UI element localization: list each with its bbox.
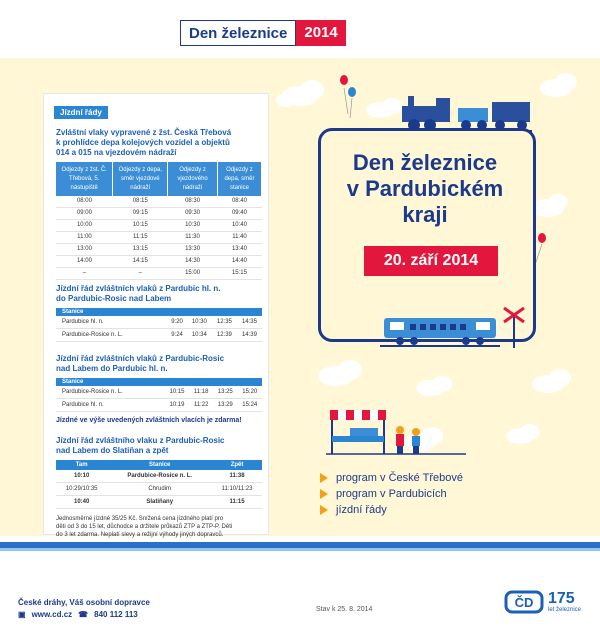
cloud-icon [318, 360, 362, 386]
balloon-icon [348, 87, 356, 119]
svg-text:ČD: ČD [515, 595, 534, 610]
table-row: 10:10 Pardubice-Rosice n. L. 11:38 [56, 470, 262, 483]
badge-year: 2014 [296, 20, 346, 46]
table-row: 09:00 09:15 09:30 09:40 [56, 207, 262, 220]
footer-web[interactable]: www.cd.cz [31, 610, 73, 619]
timetable-table: Odjezdy z žst. Č. Třebová, 5. nástupiště… [56, 162, 263, 280]
column-header: Odjezdy z vjezdového nádraží [167, 162, 218, 196]
program-item-timetables[interactable]: jízdní řády [320, 502, 463, 518]
logo-number: 175 [548, 590, 575, 607]
timetable-table: Pardubice hl. n. 9:20 10:30 12:35 14:35 Pard… [56, 316, 262, 342]
timetable-table: Tam Stanice Zpět 10:10 Pardubice-Rosice n… [56, 460, 262, 509]
phone-icon: ☎ [78, 610, 89, 619]
table-row: 13:00 13:15 13:30 13:40 [56, 243, 262, 256]
cloud-icon [416, 376, 452, 396]
section-heading: Jízdní řád zvláštního vlaku z Pardubic-R… [56, 436, 225, 445]
table-row: Pardubice-Rosice n. L. 9:24 10:34 12:39 14:3… [56, 328, 262, 342]
hero-title-line: kraji [402, 202, 448, 227]
timetable-panel: Jízdní řády Zvláštní vlaky vypravené z ž… [44, 94, 268, 538]
table-row: Pardubice hl. n. 9:20 10:30 12:35 14:35 [56, 316, 262, 329]
section-heading: do Pardubic-Rosic nad Labem [56, 294, 172, 303]
hero-title-line: v Pardubickém [346, 176, 504, 201]
free-fare-note: Jízdné ve výše uvedených zvláštních vlac… [56, 417, 242, 424]
cloud-icon [366, 98, 402, 118]
arrow-icon [320, 489, 328, 499]
program-item-ceska-trebova[interactable]: program v České Třebové [320, 470, 463, 486]
locomotive-icon [380, 318, 500, 347]
fare-note: do 3 let zdarma. Neplatí slevy a režijní… [56, 532, 224, 538]
table-row: – –15:00 15:15 [56, 267, 262, 280]
table-row: 10:00 10:15 10:30 10:40 [56, 219, 262, 232]
steam-train-icon [396, 96, 532, 132]
fare-note: děti od 3 do 15 let, důchodce a držitele… [56, 524, 233, 530]
cd-logo-icon: ČD [504, 590, 544, 614]
cloud-icon [532, 369, 571, 393]
hero-frame [318, 128, 536, 342]
web-icon: ▣ [18, 610, 26, 619]
child-icon [396, 426, 404, 454]
timetable-table: Pardubice-Rosice n. L. 10:15 11:18 13:25 15:… [56, 386, 262, 412]
table-row: 08:00 08:15 08:30 08:40 [56, 196, 262, 208]
program-list: program v České Třebové program v Pardub… [320, 470, 463, 518]
table-row: Pardubice-Rosice n. L. 10:15 11:18 13:25 15:… [56, 386, 262, 399]
logo-subtitle: let železnice [548, 607, 582, 613]
column-header: Odjezdy z depa, směr stanice [217, 162, 263, 196]
section-heading: Jízdní řád zvláštních vlaků z Pardubic h… [56, 284, 221, 293]
footer-contacts: ▣ www.cd.cz ☎ 840 112 113 [18, 610, 138, 619]
section-4: Jízdní řád zvláštního vlaku z Pardubic-R… [56, 436, 262, 539]
fare-note: Jednosměrné jízdné 35/25 Kč. Snížená cen… [56, 516, 224, 522]
section-3: Jízdní řád zvláštních vlaků z Pardubic-R… [56, 354, 262, 426]
cd-logo: ČD 175 let železnice [504, 588, 581, 616]
table-row: Pardubice hl. n. 10:19 11:22 13:29 15:24 [56, 398, 262, 412]
badge-title: Den železnice [180, 20, 297, 46]
hero-title: Den železnice v Pardubickém kraji [340, 150, 510, 228]
table-row: 10:40 Slatiňany 11:15 [56, 495, 262, 509]
section-heading: 014 a 015 na vjezdovém nádraží [56, 148, 177, 157]
footer-stripe-light [0, 548, 600, 551]
arrow-icon [320, 505, 328, 515]
table-bar: Stanice [56, 308, 262, 316]
footer-status-date: Stav k 25. 8. 2014 [316, 606, 373, 613]
table-row: 10:29/10:35 Chrudim 11:10/11:23 [56, 482, 262, 496]
market-stall-icon [326, 410, 466, 455]
railway-crossing-icon [503, 306, 525, 348]
column-header: Stanice [107, 460, 213, 470]
hero-title-line: Den železnice [352, 150, 498, 175]
timetable-tag: Jízdní řády [54, 106, 108, 119]
child-icon [412, 428, 420, 454]
cloud-icon [506, 424, 540, 444]
column-header: Odjezdy z depa, směr vjezdové nádraží [112, 162, 169, 196]
section-heading: k prohlídce depa kolejových vozidel a ob… [56, 138, 230, 147]
section-2: Jízdní řád zvláštních vlaků z Pardubic h… [56, 284, 262, 342]
column-header: Zpět [212, 460, 262, 470]
footer-phone: 840 112 113 [94, 610, 138, 619]
cloud-icon [276, 80, 324, 107]
column-header: Tam [56, 460, 108, 470]
section-heading: nad Labem do Pardubic hl. n. [56, 364, 168, 373]
section-heading: nad Labem do Slatiňan a zpět [56, 446, 169, 455]
footer-company: České dráhy, Váš osobní dopravce [18, 598, 150, 607]
cloud-icon [540, 73, 577, 97]
cloud-icon [532, 194, 568, 217]
event-date: 20. září 2014 [364, 246, 498, 276]
footer-stripe [0, 542, 600, 548]
program-item-pardubice[interactable]: program v Pardubicích [320, 486, 463, 502]
event-badge: Den železnice 2014 [180, 20, 346, 46]
section-heading: Jízdní řád zvláštních vlaků z Pardubic-R… [56, 354, 225, 363]
section-1: Zvláštní vlaky vypravené z žst. Česká Tř… [56, 128, 263, 280]
decor-clouds [276, 73, 577, 451]
table-row: 14:00 14:15 14:30 14:40 [56, 255, 262, 268]
column-header: Odjezdy z žst. Č. Třebová, 5. nástupiště [56, 162, 114, 196]
arrow-icon [320, 473, 328, 483]
table-bar: Stanice [56, 378, 262, 386]
section-heading: Zvláštní vlaky vypravené z žst. Česká Tř… [56, 128, 232, 137]
table-row: 11:00 11:15 11:30 11:40 [56, 231, 262, 244]
balloon-icon [340, 75, 349, 115]
